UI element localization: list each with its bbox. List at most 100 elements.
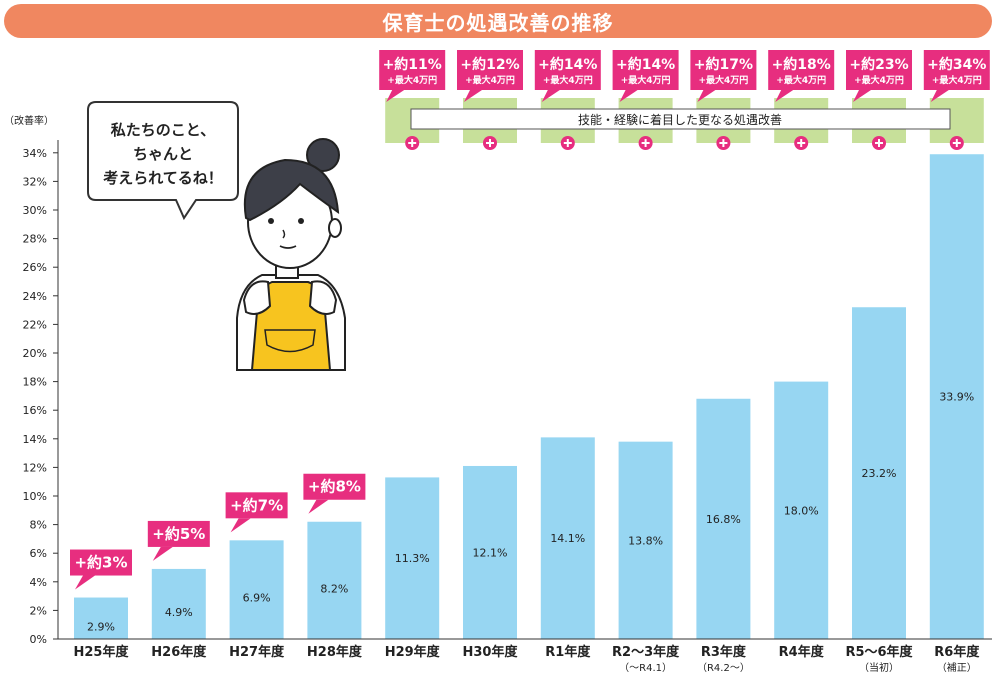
x-tick-sublabel: （補正） — [937, 661, 977, 674]
callout-label: +約17% — [694, 56, 753, 73]
callout-label: +約18% — [772, 56, 831, 73]
x-tick-label: H25年度 — [74, 644, 130, 660]
callout-pointer — [775, 90, 794, 102]
callout-pointer — [230, 518, 251, 533]
y-axis-label: （改善率） — [4, 114, 54, 127]
chart-title: 保育士の処遇改善の推移 — [4, 4, 992, 38]
speech-bubble-line: 考えられてるね！ — [103, 169, 223, 187]
callout-pointer — [308, 499, 329, 514]
bar-value-label: 12.1% — [473, 546, 508, 559]
bar — [307, 521, 362, 639]
y-tick-label: 0% — [30, 633, 47, 646]
bar-value-label: 2.9% — [87, 620, 115, 633]
bar-value-label: 13.8% — [628, 534, 663, 547]
callout-pointer — [541, 90, 560, 102]
y-tick-label: 34% — [23, 147, 47, 160]
x-tick-label: R1年度 — [545, 644, 591, 660]
y-tick-label: 2% — [30, 604, 47, 617]
callout-pointer — [697, 90, 716, 102]
bar-value-label: 18.0% — [784, 504, 819, 517]
bar-value-label: 14.1% — [550, 532, 585, 545]
callout-badge — [147, 520, 210, 547]
callout-label: +約23% — [849, 56, 908, 73]
callout-pointer — [75, 575, 95, 590]
callout-label: +約3% — [74, 554, 127, 572]
x-tick-label: R6年度 — [934, 644, 980, 660]
bars: 2.9% 4.9% 6.9% 8.2% 11.3% 12.1% 14.1% 13.8% 16.8… — [74, 154, 984, 640]
y-tick-label: 30% — [23, 204, 47, 217]
x-tick-label: H29年度 — [385, 644, 441, 660]
nurse-illustration — [236, 138, 346, 371]
y-axis: 0% 2% 4% 6% 8% 10% 12% 14% 16% 18% 20% 22% 24% 26% 28%… — [23, 140, 59, 646]
x-tick-label: R4年度 — [779, 644, 825, 660]
x-tick-label: R5～6年度 — [845, 644, 913, 660]
bar-value-label: 11.3% — [395, 552, 430, 565]
callout-badge — [534, 50, 601, 90]
bar — [540, 437, 595, 639]
bar-value-label: 4.9% — [165, 606, 193, 619]
bar — [151, 568, 206, 639]
y-tick-label: 18% — [23, 376, 47, 389]
x-tick-label: R3年度 — [701, 644, 747, 660]
x-tick-sublabel: （当初） — [859, 661, 899, 674]
y-tick-label: 22% — [23, 318, 47, 331]
callout-label: +約8% — [308, 478, 361, 496]
callout-sublabel: +最大4万円 — [621, 74, 671, 86]
bar-value-label: 6.9% — [243, 592, 271, 605]
bar — [696, 398, 751, 639]
bar-value-label: 8.2% — [320, 582, 348, 595]
callout-badge — [612, 50, 679, 90]
callout-sublabel: +最大4万円 — [698, 74, 748, 86]
speech-bubble: 私たちのこと、 ちゃんと 考えられてるね！ — [87, 101, 239, 221]
speech-bubble-line: ちゃんと — [133, 145, 193, 163]
callout-label: +約12% — [460, 56, 519, 73]
y-tick-label: 32% — [23, 175, 47, 188]
callout-label: +約34% — [927, 56, 986, 73]
x-tick-label: H27年度 — [229, 644, 285, 660]
x-tick-sublabel: （R4.2～） — [697, 662, 750, 674]
bar — [852, 307, 906, 639]
callout-pointer — [152, 546, 173, 561]
callout-badge — [768, 50, 835, 90]
callout-badge — [846, 50, 912, 90]
callout-sublabel: +最大4万円 — [387, 74, 437, 86]
callout-pointer — [386, 90, 405, 102]
callout-sublabel: +最大4万円 — [465, 74, 515, 86]
bar — [74, 597, 128, 639]
bar — [929, 154, 984, 640]
y-tick-label: 6% — [30, 547, 47, 560]
speech-bubble-line: 私たちのこと、 — [110, 121, 215, 139]
y-tick-label: 4% — [30, 576, 47, 589]
callout-label: +約14% — [616, 56, 675, 73]
x-tick-label: H26年度 — [151, 644, 207, 660]
callout-badge — [923, 50, 990, 90]
callout-label: +約14% — [538, 56, 597, 73]
callout-label: +約5% — [152, 525, 205, 543]
callout-badge — [303, 473, 366, 500]
callout-sublabel: +最大4万円 — [932, 74, 982, 86]
x-tick-sublabel: （～R4.1） — [619, 662, 672, 674]
bar-value-label: 33.9% — [939, 391, 974, 404]
callout-sublabel: +最大4万円 — [543, 74, 593, 86]
callout-badge — [379, 50, 446, 90]
y-tick-label: 24% — [23, 290, 47, 303]
callout-badge — [70, 549, 132, 576]
y-tick-label: 8% — [30, 519, 47, 532]
bar — [229, 540, 284, 639]
y-tick-label: 10% — [23, 490, 47, 503]
skill-band-label: 技能・経験に着目した更なる処遇改善 — [578, 112, 782, 127]
x-tick-label: R2～3年度 — [612, 644, 680, 660]
callout-label: +約11% — [383, 56, 442, 73]
bar — [774, 381, 829, 639]
y-tick-label: 12% — [23, 461, 47, 474]
bar — [385, 477, 440, 639]
callout-badge — [457, 50, 523, 90]
callout-pointer — [619, 90, 638, 102]
y-tick-label: 26% — [23, 261, 47, 274]
y-tick-label: 16% — [23, 404, 47, 417]
skill-band: 技能・経験に着目した更なる処遇改善 — [410, 108, 951, 130]
callout-sublabel: +最大4万円 — [776, 74, 826, 86]
callout-pointer — [464, 90, 482, 102]
y-tick-label: 28% — [23, 233, 47, 246]
